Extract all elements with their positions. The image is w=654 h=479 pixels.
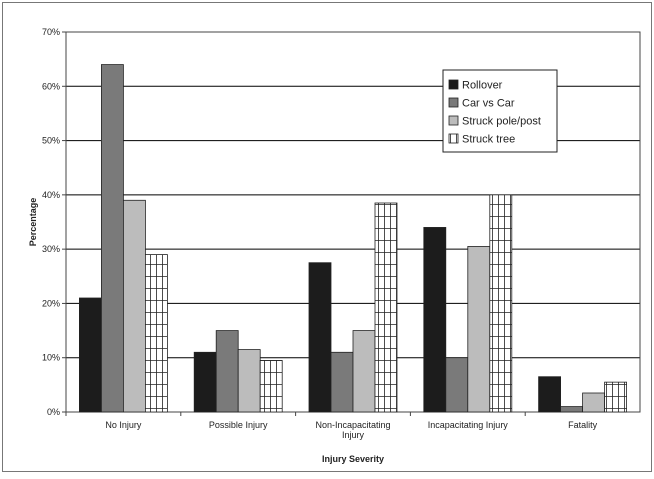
legend-swatch bbox=[448, 97, 459, 108]
bar-rollover bbox=[538, 376, 561, 413]
y-tick-label: 60% bbox=[42, 81, 60, 91]
y-tick-label: 10% bbox=[42, 353, 60, 363]
bar-struck-tree bbox=[259, 360, 283, 413]
legend-swatch bbox=[448, 115, 459, 126]
bar-struck-tree bbox=[144, 254, 168, 413]
legend-swatch bbox=[448, 79, 459, 90]
y-axis-title: Percentage bbox=[28, 198, 38, 247]
bar-struck-pole-post bbox=[237, 349, 261, 413]
bar-rollover bbox=[79, 297, 102, 413]
bar-car-vs-car bbox=[101, 64, 124, 413]
legend-label: Car vs Car bbox=[462, 98, 515, 110]
x-category-label: Fatality bbox=[568, 420, 598, 430]
bar-car-vs-car bbox=[215, 330, 239, 413]
legend-swatch bbox=[448, 133, 459, 144]
y-tick-label: 70% bbox=[42, 27, 60, 37]
x-category-label: Incapacitating Injury bbox=[428, 420, 509, 430]
x-category-label: No Injury bbox=[105, 420, 142, 430]
y-axis-ticks: 0% 10% 20% 30% 40% 50% 60% 70% bbox=[42, 27, 66, 417]
x-axis-labels: No Injury Possible Injury Non-Incapacitati… bbox=[105, 420, 597, 440]
x-category-label: Possible Injury bbox=[209, 420, 268, 430]
legend: Rollover Car vs Car Struck pole/post Struck… bbox=[442, 69, 558, 153]
bar-struck-tree bbox=[489, 194, 513, 413]
bar-struck-pole-post bbox=[467, 246, 491, 413]
bar-rollover bbox=[423, 227, 447, 413]
x-category-label: Injury bbox=[342, 430, 365, 440]
bars bbox=[65, 64, 627, 416]
y-tick-label: 30% bbox=[42, 244, 60, 254]
bar-car-vs-car bbox=[560, 406, 583, 413]
bar-struck-pole-post bbox=[582, 392, 605, 413]
bar-rollover bbox=[308, 262, 332, 413]
legend-label: Struck tree bbox=[462, 134, 515, 146]
legend-label: Rollover bbox=[462, 80, 503, 92]
x-axis-title: Injury Severity bbox=[322, 454, 384, 464]
y-tick-label: 40% bbox=[42, 190, 60, 200]
bar-struck-tree bbox=[604, 381, 627, 413]
y-tick-label: 50% bbox=[42, 136, 60, 146]
bar-struck-tree bbox=[374, 202, 398, 413]
y-tick-label: 20% bbox=[42, 298, 60, 308]
legend-label: Struck pole/post bbox=[462, 116, 541, 128]
bar-rollover bbox=[193, 351, 217, 413]
x-category-label: Non-Incapacitating bbox=[315, 420, 390, 430]
bar-struck-pole-post bbox=[352, 330, 376, 413]
y-tick-label: 0% bbox=[47, 407, 60, 417]
bar-car-vs-car bbox=[445, 357, 469, 413]
legend-box bbox=[442, 69, 558, 153]
bar-car-vs-car bbox=[330, 351, 354, 413]
bar-struck-pole-post bbox=[123, 199, 146, 413]
